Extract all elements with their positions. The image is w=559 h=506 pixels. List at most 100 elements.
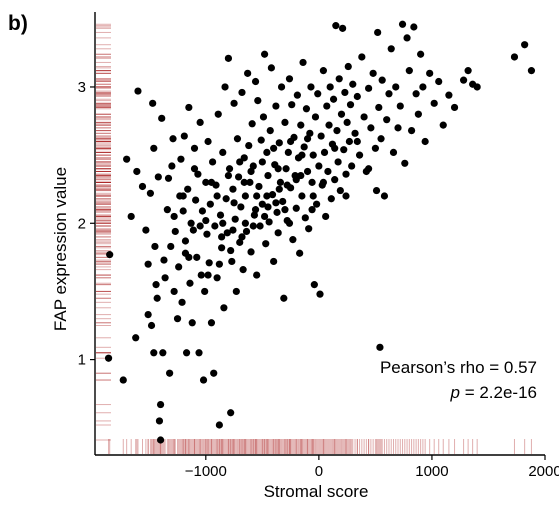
data-point [255,182,263,191]
data-point [211,222,219,230]
correlation-annotation: Pearson’s rho = 0.57 [380,358,537,377]
data-point [305,225,313,233]
data-point [234,173,243,181]
data-point [371,144,380,152]
data-point [320,148,329,156]
data-point [259,113,268,121]
data-point [196,118,204,127]
data-point [341,88,349,97]
data-point [186,279,194,287]
data-point [150,144,158,152]
data-point [132,334,140,342]
data-point [215,260,223,268]
data-point [155,417,164,425]
data-point [331,144,339,152]
data-point [339,24,347,32]
data-point [144,311,152,319]
data-point [241,192,249,200]
data-point [247,248,255,256]
data-point [272,102,280,110]
data-point [244,69,252,77]
data-point [445,91,453,99]
data-point [238,233,246,241]
data-points [104,20,536,444]
data-point [104,354,113,362]
data-point [385,90,393,98]
data-point [332,22,340,30]
data-point [199,376,208,384]
data-point [233,135,242,143]
data-point [263,192,271,200]
data-point [303,167,312,176]
data-point [202,216,210,225]
data-point [156,400,165,409]
data-point [298,192,306,200]
panel-label: b) [8,12,28,35]
data-point [178,298,186,306]
data-point [314,90,322,98]
y-tick-label: 1 [78,352,86,369]
data-point [247,167,255,176]
data-point [319,178,327,186]
data-point [253,192,261,200]
data-point [242,227,251,236]
data-point [221,83,229,91]
data-point [123,155,131,163]
data-point [166,369,174,377]
data-point [171,227,179,236]
data-point [149,99,157,107]
data-point [298,151,306,159]
data-point [324,167,332,176]
data-point [190,165,199,173]
data-point [249,162,257,170]
data-point [224,54,233,62]
data-point [319,67,327,75]
data-point [300,143,308,151]
data-point [365,165,373,173]
data-point [527,67,536,75]
data-point [315,162,323,170]
data-point [241,219,249,227]
data-point [262,240,270,248]
data-point [266,126,274,135]
data-point [238,88,246,97]
data-point [154,173,162,181]
data-point [236,158,244,166]
data-point [412,90,420,98]
data-point [181,237,190,245]
data-point [268,191,277,199]
data-point [307,83,315,91]
data-point [284,148,292,156]
data-point [257,136,265,144]
p-value-text: = 2.2e-16 [460,383,537,402]
data-point [289,236,297,244]
data-point [287,137,295,146]
data-point [236,238,244,246]
data-point [142,226,150,234]
data-point [260,212,269,221]
data-point [264,171,272,180]
data-point [182,349,191,357]
data-point [372,186,381,195]
data-point [193,253,201,261]
data-point [216,211,225,219]
data-point [310,281,318,289]
data-point [207,319,216,327]
data-point [227,409,235,417]
x-tick-label: 0 [315,463,323,480]
data-point [450,103,459,112]
data-point [337,110,346,118]
data-point [340,146,348,154]
data-point [283,181,291,189]
data-point [263,148,271,156]
data-point [275,139,283,147]
data-point [435,77,443,86]
data-point [251,77,260,86]
data-point [331,176,339,184]
data-point [401,159,409,167]
data-point [179,207,187,215]
data-point [367,124,375,132]
x-tick-label: −1000 [185,463,227,480]
data-point [227,246,235,255]
data-point [426,69,434,77]
